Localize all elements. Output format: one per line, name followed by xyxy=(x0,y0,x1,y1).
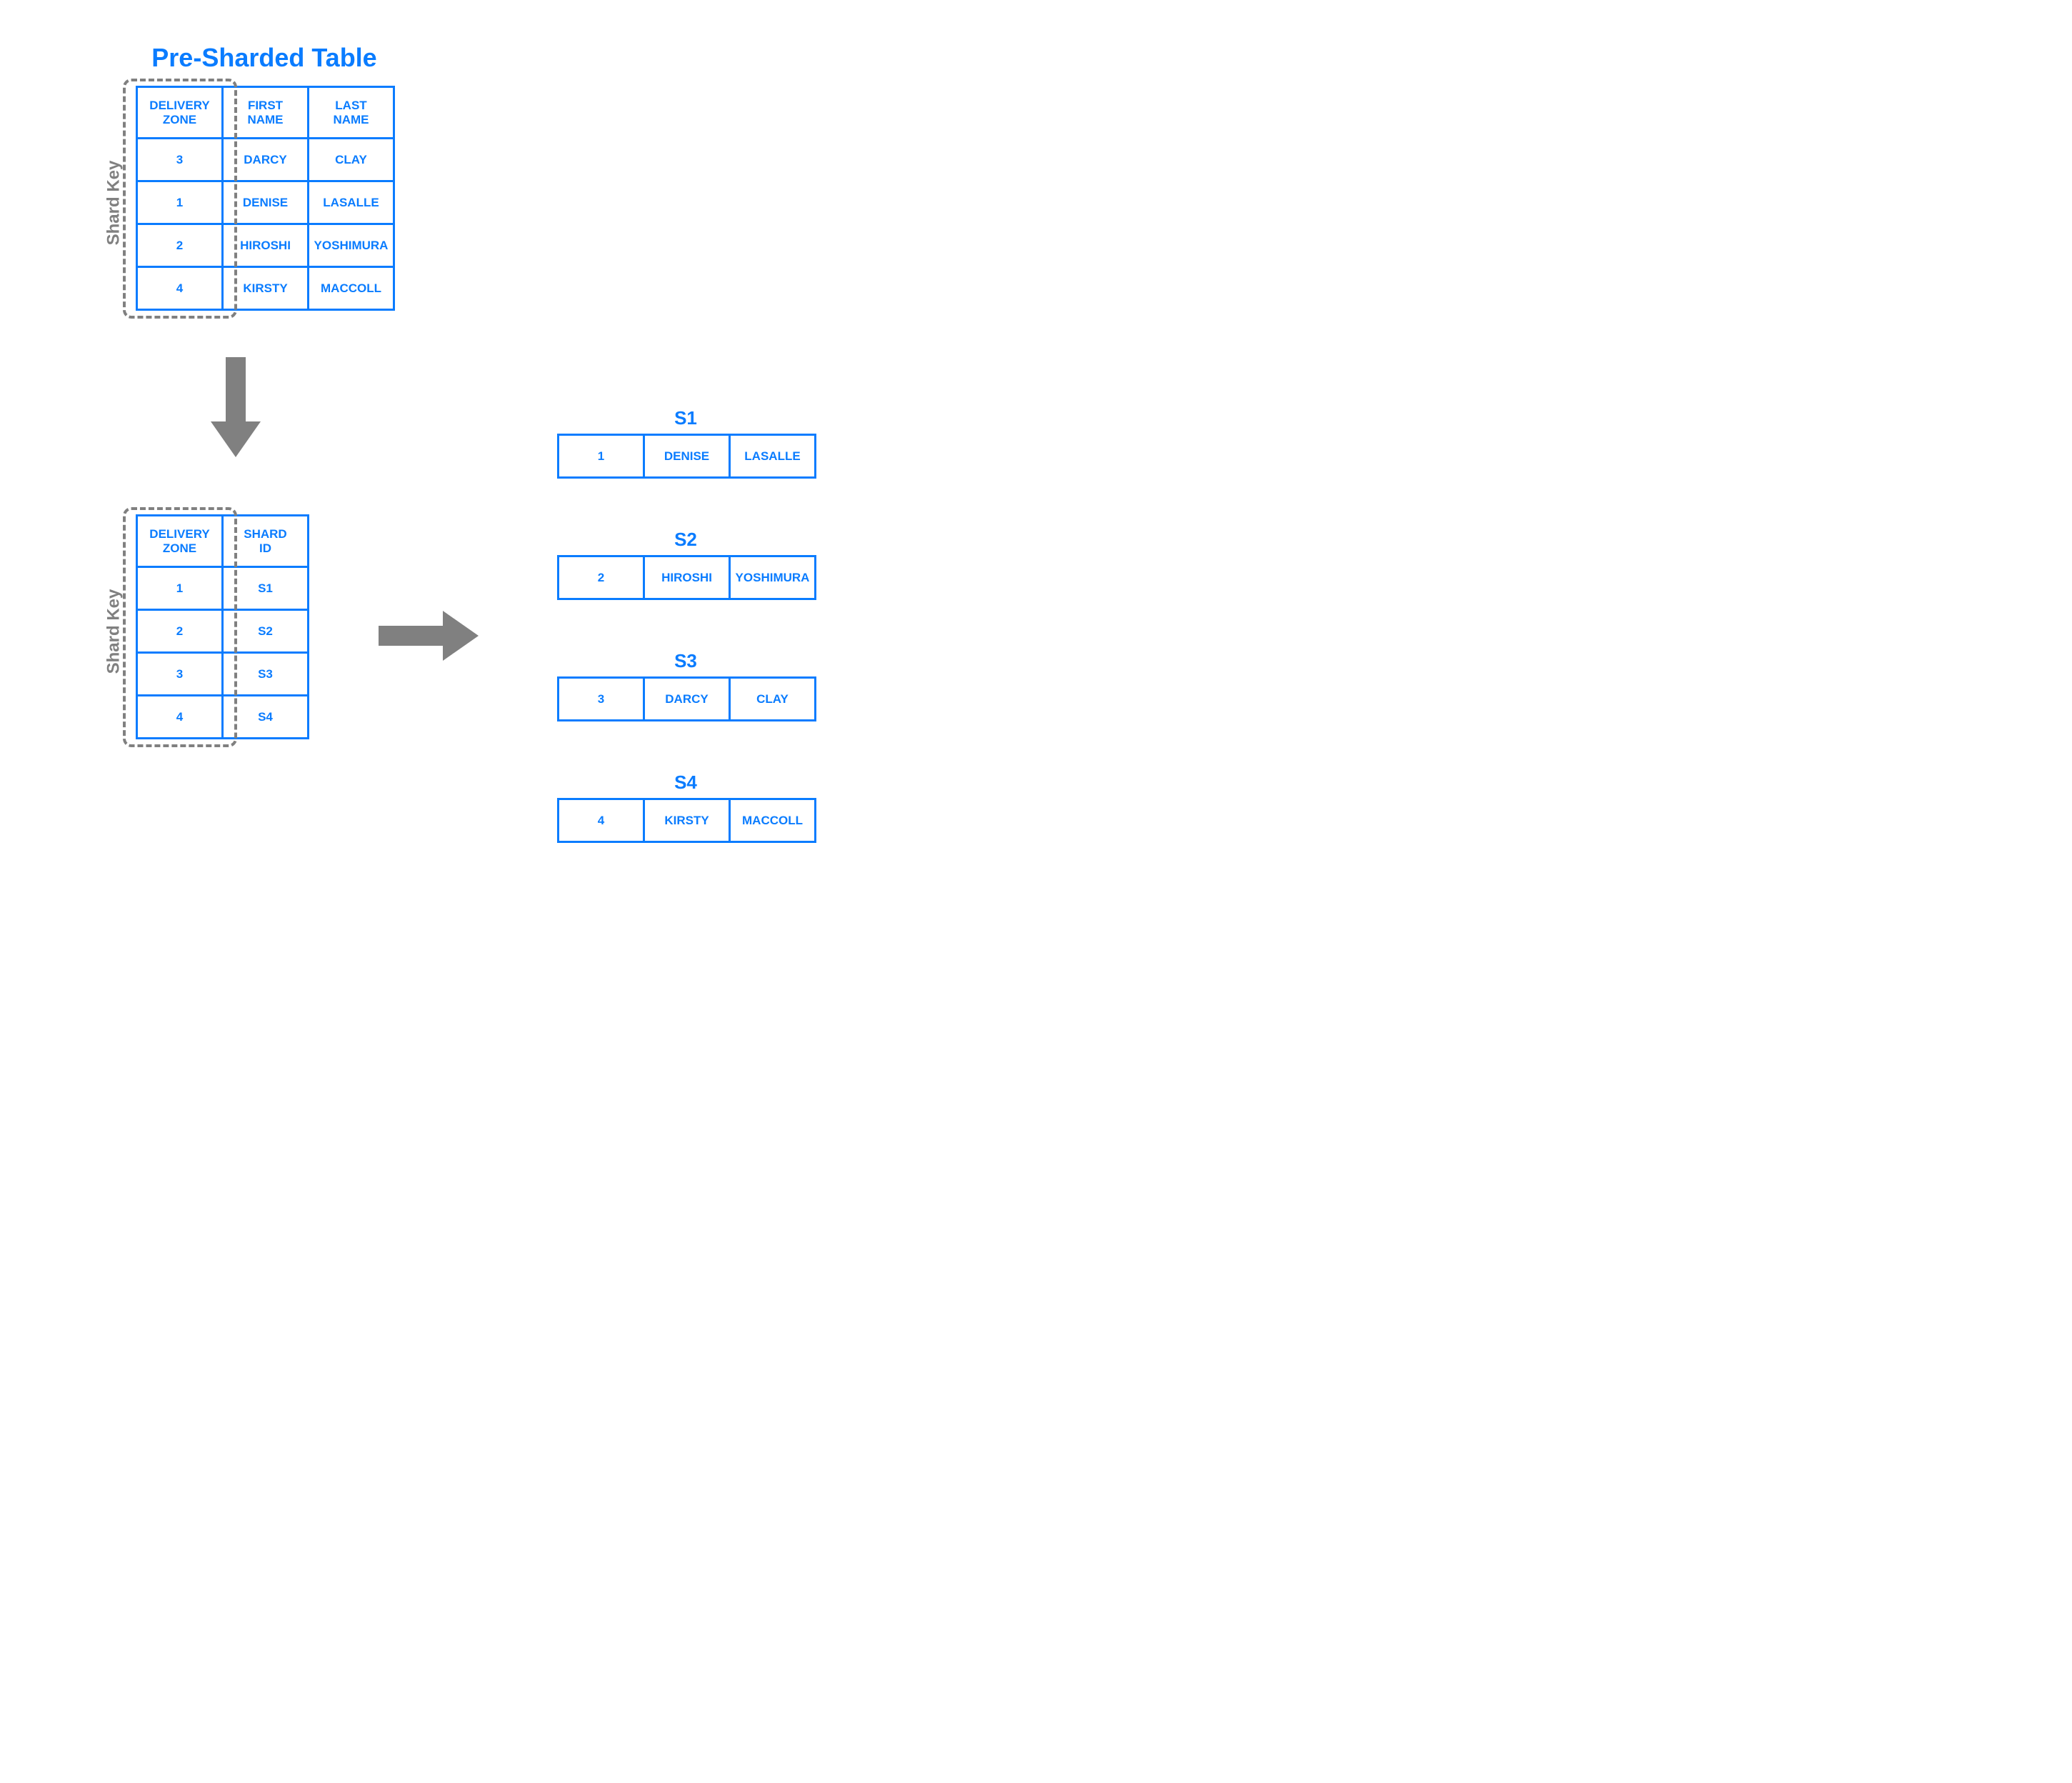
shard-group: S4 4KIRSTYMACCOLL xyxy=(557,771,816,843)
shard-title: S3 xyxy=(557,650,814,672)
table-cell: KIRSTY xyxy=(644,799,730,842)
shard-title: S2 xyxy=(557,529,814,551)
shard-table: 3DARCYCLAY xyxy=(557,676,816,721)
header-text: LASTNAME xyxy=(333,99,369,126)
shard-key-frame-top xyxy=(123,79,237,319)
table-header-cell: LASTNAME xyxy=(309,87,394,139)
header-text: SHARDID xyxy=(244,527,286,555)
diagram-canvas: Pre-Sharded Table DELIVERYZONEFIRSTNAMEL… xyxy=(29,29,1029,922)
table-row: 4KIRSTYMACCOLL xyxy=(559,799,816,842)
table-cell: 1 xyxy=(559,435,644,478)
shard-table: 1DENISELASALLE xyxy=(557,434,816,479)
table-cell: HIROSHI xyxy=(644,556,730,599)
table-cell: 2 xyxy=(559,556,644,599)
shard-title: S1 xyxy=(557,407,814,429)
shard-key-frame-bottom xyxy=(123,507,237,747)
table-row: 2HIROSHIYOSHIMURA xyxy=(559,556,816,599)
shard-group: S2 2HIROSHIYOSHIMURA xyxy=(557,529,816,600)
diagram-title: Pre-Sharded Table xyxy=(129,43,400,73)
shard-group: S3 3DARCYCLAY xyxy=(557,650,816,721)
shard-table: 2HIROSHIYOSHIMURA xyxy=(557,555,816,600)
shard-key-label-top: Shard Key xyxy=(104,161,124,246)
table-row: 1DENISELASALLE xyxy=(559,435,816,478)
right-arrow-icon xyxy=(371,600,486,671)
table-cell: CLAY xyxy=(309,139,394,181)
shard-key-label-bottom: Shard Key xyxy=(104,589,124,674)
table-cell: 3 xyxy=(559,678,644,721)
table-cell: YOSHIMURA xyxy=(309,224,394,267)
shard-group: S1 1DENISELASALLE xyxy=(557,407,816,479)
table-cell: MACCOLL xyxy=(309,267,394,310)
table-cell: 4 xyxy=(559,799,644,842)
table-cell: MACCOLL xyxy=(730,799,816,842)
table-cell: DENISE xyxy=(644,435,730,478)
table-cell: DARCY xyxy=(644,678,730,721)
shard-table: 4KIRSTYMACCOLL xyxy=(557,798,816,843)
shard-title: S4 xyxy=(557,771,814,794)
table-row: 3DARCYCLAY xyxy=(559,678,816,721)
table-cell: LASALLE xyxy=(309,181,394,224)
down-arrow-icon xyxy=(200,350,271,464)
table-cell: LASALLE xyxy=(730,435,816,478)
header-text: FIRSTNAME xyxy=(247,99,283,126)
table-cell: CLAY xyxy=(730,678,816,721)
table-cell: YOSHIMURA xyxy=(730,556,816,599)
